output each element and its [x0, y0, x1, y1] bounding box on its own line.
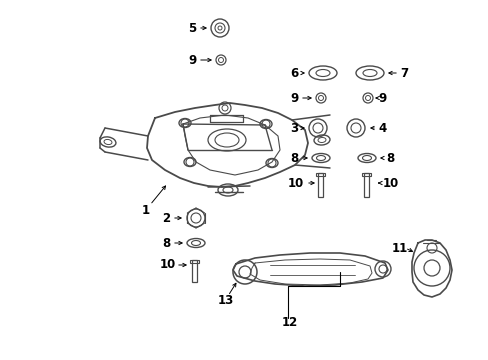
Text: 7: 7 [399, 67, 407, 80]
Text: 9: 9 [289, 91, 298, 104]
Text: 2: 2 [162, 212, 170, 225]
Bar [363, 173, 368, 197]
Text: 1: 1 [142, 203, 150, 216]
Text: 8: 8 [289, 152, 298, 165]
Text: 10: 10 [160, 258, 176, 271]
Text: 13: 13 [218, 293, 234, 306]
Bar [317, 173, 323, 197]
Text: 9: 9 [187, 54, 196, 67]
Text: 10: 10 [287, 176, 304, 189]
Bar [315, 173, 325, 176]
Text: 5: 5 [187, 22, 196, 35]
Text: 12: 12 [282, 316, 298, 329]
Text: 4: 4 [377, 122, 386, 135]
Bar [361, 173, 370, 176]
Text: 9: 9 [377, 91, 386, 104]
Text: 11: 11 [391, 242, 407, 255]
Text: 8: 8 [385, 152, 393, 165]
Text: 10: 10 [382, 176, 398, 189]
Bar [190, 260, 199, 263]
Text: 8: 8 [162, 237, 170, 249]
Text: 6: 6 [289, 67, 298, 80]
Text: 3: 3 [289, 122, 298, 135]
Bar [192, 260, 197, 282]
